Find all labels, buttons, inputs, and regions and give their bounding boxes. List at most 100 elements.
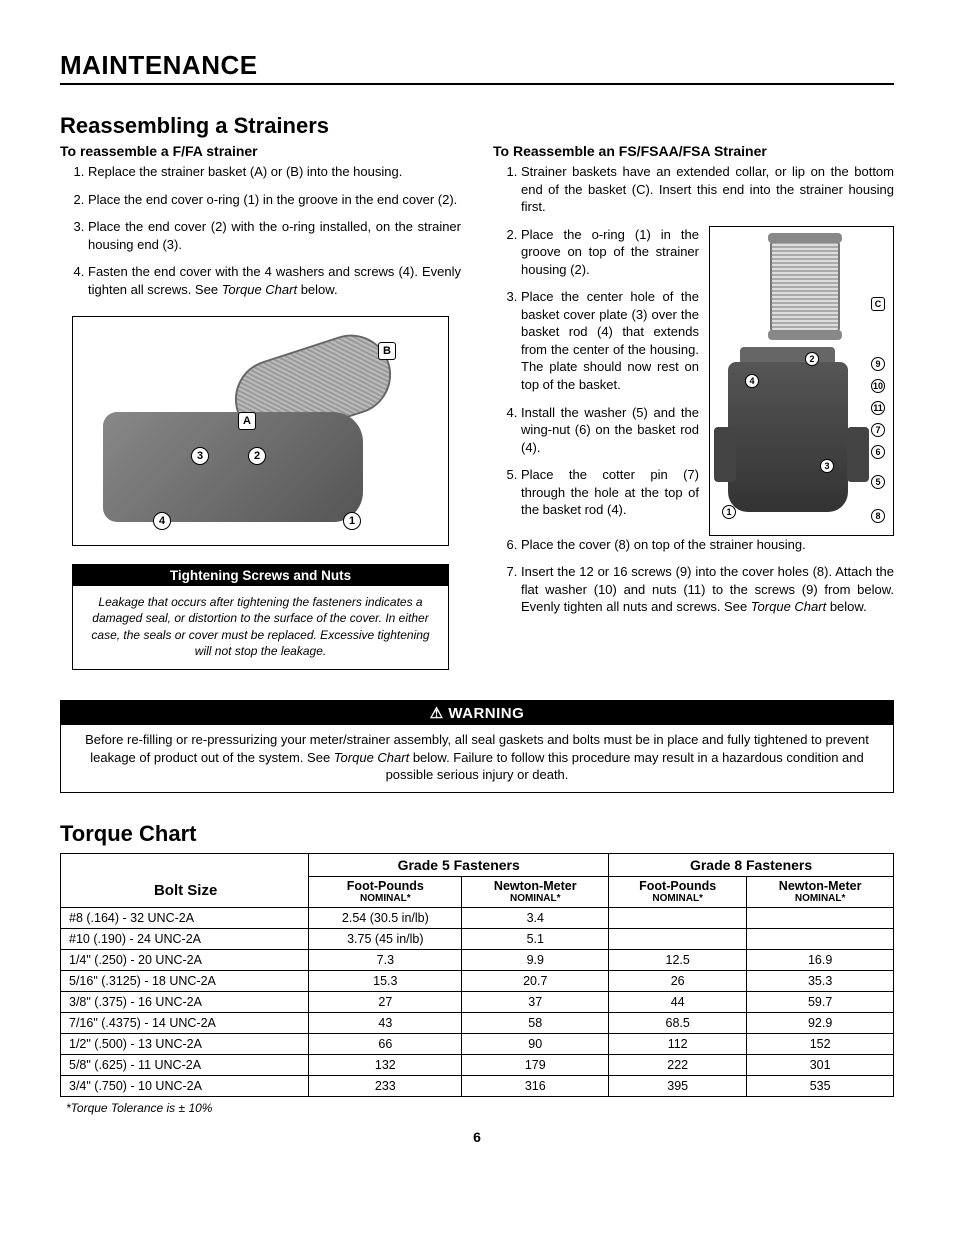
- callout2-9: 9: [871, 357, 885, 371]
- right-steps-bottom: Place the cover (8) on top of the strain…: [493, 536, 894, 616]
- warning-body: Before re-filling or re-pressurizing you…: [61, 725, 893, 792]
- warning-box: ⚠ WARNING Before re-filling or re-pressu…: [60, 700, 894, 793]
- cell-g5nm: 316: [462, 1076, 609, 1097]
- cell-g5fp: 132: [309, 1055, 462, 1076]
- two-column-layout: To reassemble a F/FA strainer Replace th…: [60, 143, 894, 670]
- cell-g5nm: 58: [462, 1013, 609, 1034]
- left-steps: Replace the strainer basket (A) or (B) i…: [60, 163, 461, 298]
- left-step-2: Place the end cover o-ring (1) in the gr…: [88, 191, 461, 209]
- cell-g5nm: 3.4: [462, 908, 609, 929]
- tightening-box: Tightening Screws and Nuts Leakage that …: [72, 564, 449, 670]
- torque-header-row-1: Bolt Size Grade 5 Fasteners Grade 8 Fast…: [61, 853, 894, 876]
- left-step-3: Place the end cover (2) with the o-ring …: [88, 218, 461, 253]
- callout2-2: 2: [805, 352, 819, 366]
- callout2-7: 7: [871, 423, 885, 437]
- callout-A: A: [238, 412, 256, 430]
- cell-g5fp: 27: [309, 992, 462, 1013]
- cell-g5nm: 20.7: [462, 971, 609, 992]
- figure-1: B A 3 2 1 4: [72, 316, 449, 546]
- left-step-4-tail: below.: [297, 282, 337, 297]
- right-subtitle: To Reassemble an FS/FSAA/FSA Strainer: [493, 143, 894, 159]
- g5-fp-header: Foot-PoundsNOMINAL*: [309, 876, 462, 908]
- right-steps-figure-wrap: Place the o-ring (1) in the groove on to…: [493, 226, 894, 536]
- callout2-C: C: [871, 297, 885, 311]
- table-row: 3/8" (.375) - 16 UNC-2A27374459.7: [61, 992, 894, 1013]
- page-title: MAINTENANCE: [60, 50, 894, 85]
- g8-nm-nominal: NOMINAL*: [753, 893, 887, 904]
- cell-g8nm: 535: [747, 1076, 894, 1097]
- cell-g8fp: 112: [609, 1034, 747, 1055]
- table-row: 3/4" (.750) - 10 UNC-2A233316395535: [61, 1076, 894, 1097]
- cell-g5fp: 2.54 (30.5 in/lb): [309, 908, 462, 929]
- cell-g8fp: [609, 908, 747, 929]
- right-step-1: Strainer baskets have an extended collar…: [521, 163, 894, 216]
- cell-g8nm: 16.9: [747, 950, 894, 971]
- callout2-3: 3: [820, 459, 834, 473]
- cell-g5fp: 15.3: [309, 971, 462, 992]
- reassembling-title: Reassembling a Strainers: [60, 113, 894, 139]
- warning-icon: ⚠: [430, 705, 449, 722]
- right-steps-top: Strainer baskets have an extended collar…: [493, 163, 894, 216]
- cell-g5nm: 90: [462, 1034, 609, 1055]
- torque-table-body: #8 (.164) - 32 UNC-2A2.54 (30.5 in/lb)3.…: [61, 908, 894, 1097]
- callout-4: 4: [153, 512, 171, 530]
- right-step-7: Insert the 12 or 16 screws (9) into the …: [521, 563, 894, 616]
- right-step-6: Place the cover (8) on top of the strain…: [521, 536, 894, 554]
- warning-body-post: below. Failure to follow this procedure …: [386, 750, 864, 783]
- cell-g5fp: 7.3: [309, 950, 462, 971]
- cell-g8fp: [609, 929, 747, 950]
- cell-size: 1/4" (.250) - 20 UNC-2A: [61, 950, 309, 971]
- g5-fp-nominal: NOMINAL*: [315, 893, 455, 904]
- cell-g5fp: 66: [309, 1034, 462, 1055]
- table-row: #8 (.164) - 32 UNC-2A2.54 (30.5 in/lb)3.…: [61, 908, 894, 929]
- cell-size: #8 (.164) - 32 UNC-2A: [61, 908, 309, 929]
- cell-g5fp: 43: [309, 1013, 462, 1034]
- tightening-body: Leakage that occurs after tightening the…: [73, 586, 448, 669]
- tightening-header: Tightening Screws and Nuts: [73, 565, 448, 586]
- figure-1-body: [103, 412, 363, 522]
- callout2-6: 6: [871, 445, 885, 459]
- g5-nm-nominal: NOMINAL*: [468, 893, 602, 904]
- callout2-1: 1: [722, 505, 736, 519]
- table-row: 5/8" (.625) - 11 UNC-2A132179222301: [61, 1055, 894, 1076]
- cell-size: 1/2" (.500) - 13 UNC-2A: [61, 1034, 309, 1055]
- cell-size: 3/8" (.375) - 16 UNC-2A: [61, 992, 309, 1013]
- page-number: 6: [60, 1129, 894, 1145]
- g5-fp-label: Foot-Pounds: [347, 879, 424, 893]
- torque-footnote: *Torque Tolerance is ± 10%: [60, 1101, 894, 1115]
- cell-g8nm: 152: [747, 1034, 894, 1055]
- callout-B: B: [378, 342, 396, 360]
- right-steps-mid: Place the o-ring (1) in the groove on to…: [493, 226, 699, 529]
- cell-g8nm: 59.7: [747, 992, 894, 1013]
- cell-g8fp: 222: [609, 1055, 747, 1076]
- cell-g8fp: 12.5: [609, 950, 747, 971]
- g5-nm-label: Newton-Meter: [494, 879, 577, 893]
- table-row: 5/16" (.3125) - 18 UNC-2A15.320.72635.3: [61, 971, 894, 992]
- warning-header-text: WARNING: [448, 705, 524, 722]
- cell-g5nm: 37: [462, 992, 609, 1013]
- cell-g8fp: 26: [609, 971, 747, 992]
- right-step-7-tail: below.: [826, 599, 866, 614]
- cell-g8nm: 35.3: [747, 971, 894, 992]
- g8-nm-header: Newton-MeterNOMINAL*: [747, 876, 894, 908]
- callout-1: 1: [343, 512, 361, 530]
- bolt-size-header: Bolt Size: [61, 853, 309, 908]
- grade8-header: Grade 8 Fasteners: [609, 853, 894, 876]
- cell-size: 5/16" (.3125) - 18 UNC-2A: [61, 971, 309, 992]
- g8-fp-header: Foot-PoundsNOMINAL*: [609, 876, 747, 908]
- figure-2-flange-left: [714, 427, 736, 482]
- right-step-3: Place the center hole of the basket cove…: [521, 288, 699, 393]
- grade5-header: Grade 5 Fasteners: [309, 853, 609, 876]
- right-step-4: Install the washer (5) and the wing-nut …: [521, 404, 699, 457]
- callout2-8: 8: [871, 509, 885, 523]
- cell-size: 3/4" (.750) - 10 UNC-2A: [61, 1076, 309, 1097]
- right-step-5: Place the cotter pin (7) through the hol…: [521, 466, 699, 519]
- figure-2-flange-right: [847, 427, 869, 482]
- table-row: #10 (.190) - 24 UNC-2A3.75 (45 in/lb)5.1: [61, 929, 894, 950]
- warning-body-italic: Torque Chart: [334, 750, 409, 765]
- cell-g8fp: 395: [609, 1076, 747, 1097]
- cell-g8fp: 68.5: [609, 1013, 747, 1034]
- g8-nm-label: Newton-Meter: [779, 879, 862, 893]
- left-column: To reassemble a F/FA strainer Replace th…: [60, 143, 461, 670]
- cell-g8fp: 44: [609, 992, 747, 1013]
